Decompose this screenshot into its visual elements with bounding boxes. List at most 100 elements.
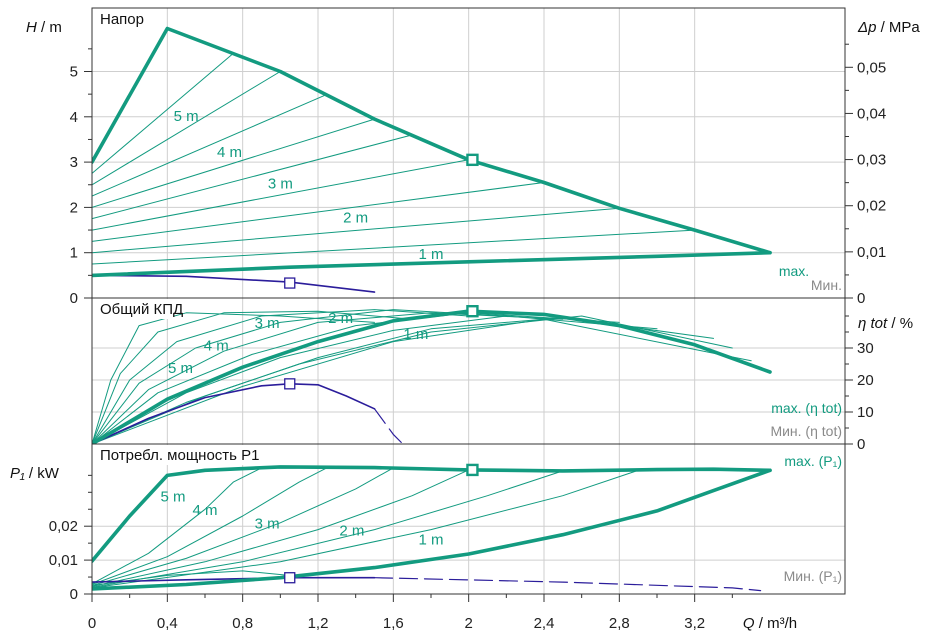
y2-tick-label: 0	[857, 290, 865, 307]
curve-label: 2 m	[343, 210, 368, 227]
curve-label: 3 m	[255, 315, 280, 332]
curve-label: 4 m	[217, 144, 242, 161]
y-tick-label: 5	[70, 64, 78, 81]
min-curve	[92, 250, 772, 278]
speed-curve	[92, 71, 281, 186]
y-axis-unit: kW	[37, 465, 60, 482]
grid-layer	[92, 8, 845, 594]
speed-curve	[92, 315, 733, 444]
min-eff-curve	[92, 382, 376, 444]
speed-curve	[92, 207, 620, 254]
speed-curve	[92, 312, 620, 444]
x-tick-label: 1,2	[308, 615, 329, 632]
operating-point-marker	[466, 305, 479, 318]
curve-label: 1 m	[418, 531, 443, 548]
speed-curve	[92, 312, 375, 444]
operating-point-marker	[284, 572, 296, 584]
curve-label: 1 m	[418, 246, 443, 263]
panel-title-bg	[93, 445, 263, 465]
max-curve	[92, 465, 772, 563]
curve-label: 2 m	[339, 522, 364, 539]
panel-title: Потребл. мощность P1	[100, 447, 260, 464]
y2-tick-label: 0,04	[857, 105, 886, 122]
x-tick-label: 3,2	[684, 615, 705, 632]
y-axis-label: H / m	[26, 19, 62, 36]
legend-min: Мин. (P₁)	[784, 568, 842, 584]
speed-curve	[92, 467, 328, 585]
curves-layer	[92, 26, 772, 592]
panel-title-bg	[93, 299, 174, 319]
panel-curves-1	[92, 309, 772, 444]
x-tick-label: 2,8	[609, 615, 630, 632]
speed-curve	[92, 469, 639, 589]
y-axis-symbol: H	[26, 19, 37, 36]
y2-tick-label: 10	[857, 404, 874, 421]
speed-curve	[92, 469, 470, 587]
speed-curve	[92, 52, 234, 174]
operating-point-marker	[284, 378, 296, 390]
speed-curve	[92, 182, 545, 242]
x-axis-label: Q / m³/h	[743, 615, 797, 632]
y-axis-label: P₁ / kW	[10, 465, 60, 482]
labels-layer: 5 m 4 m 3 m 2 m 1 m Напор 5 m 4 m 3 m 2 m 1 m Общий…	[10, 9, 920, 632]
y2-axis-unit: MPa	[889, 19, 921, 36]
legend-max: max. (η tot)	[771, 400, 842, 416]
curve-label: 3 m	[268, 176, 293, 193]
y2-tick-label: 30	[857, 340, 874, 357]
speed-curve	[92, 159, 470, 231]
x-tick-label: 2	[464, 615, 472, 632]
extrapolated-curve	[373, 577, 762, 592]
max-curve	[92, 309, 772, 444]
legend-min: Мин. (η tot)	[770, 423, 842, 439]
curve-label: 2 m	[328, 310, 353, 327]
y2-axis-label: η tot / %	[858, 315, 913, 332]
curve-label: 5 m	[160, 488, 185, 505]
curve-label: 1 m	[403, 326, 428, 343]
speed-curve	[92, 309, 470, 444]
x-tick-label: 1,6	[383, 615, 404, 632]
x-axis-sep: /	[755, 615, 768, 632]
operating-point-marker	[466, 153, 479, 167]
y2-tick-label: 0	[857, 436, 865, 453]
curve-label: 5 m	[168, 360, 193, 377]
panel-title: Напор	[100, 11, 144, 28]
speed-curve	[92, 467, 262, 585]
x-axis-symbol: Q	[743, 615, 755, 632]
y2-tick-label: 0,03	[857, 152, 886, 169]
legend-max: max.	[779, 263, 809, 279]
y2-tick-label: 20	[857, 372, 874, 389]
speed-curve	[92, 310, 413, 444]
y-tick-label: 0	[70, 290, 78, 307]
operating-point-marker	[466, 463, 479, 477]
y2-axis-label: Δp / MPa	[857, 19, 920, 36]
curve-label: 4 m	[204, 337, 229, 354]
y2-axis-unit: %	[900, 315, 913, 332]
y-axis-symbol: P₁	[10, 465, 25, 482]
const-curve	[92, 576, 376, 583]
y2-axis-sep: /	[887, 315, 900, 332]
y-tick-label: 2	[70, 199, 78, 216]
const-curve	[92, 274, 376, 293]
speed-curve	[92, 467, 394, 586]
y-tick-label: 0,02	[49, 518, 78, 535]
x-tick-label: 0	[88, 615, 96, 632]
x-tick-label: 2,4	[534, 615, 555, 632]
speed-curve	[92, 470, 564, 588]
y-tick-label: 3	[70, 154, 78, 171]
min-curve	[92, 468, 772, 591]
y-tick-label: 1	[70, 245, 78, 262]
max-curve	[92, 26, 772, 255]
y2-tick-label: 0,02	[857, 198, 886, 215]
curve-label: 3 m	[255, 515, 280, 532]
curve-label: 4 m	[192, 502, 217, 519]
y-tick-label: 0	[70, 586, 78, 603]
y2-tick-label: 0,05	[857, 59, 886, 76]
y-axis-sep: /	[25, 465, 38, 482]
y2-axis-sep: /	[876, 19, 889, 36]
y-axis-sep: /	[37, 19, 50, 36]
panel-frames-layer	[84, 7, 853, 602]
panel-title-bg	[93, 9, 142, 29]
legend-max: max. (P₁)	[784, 453, 842, 469]
y-tick-label: 4	[70, 109, 78, 126]
speed-curve	[92, 134, 413, 220]
